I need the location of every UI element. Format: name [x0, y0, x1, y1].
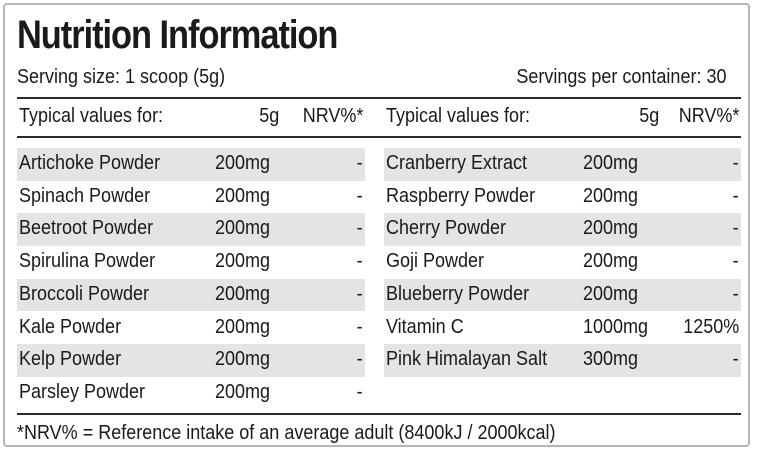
- ingredient-amount: 200mg: [583, 217, 639, 240]
- table-row: Cranberry Extract 200mg -: [384, 148, 741, 181]
- table-row: Blueberry Powder 200mg -: [384, 278, 741, 312]
- ingredient-nrv: -: [356, 184, 363, 207]
- ingredient-nrv: -: [356, 152, 363, 175]
- page-title: Nutrition Information: [17, 13, 338, 57]
- table-row: Kelp Powder 200mg -: [17, 344, 365, 377]
- ingredient-nrv: -: [732, 152, 739, 175]
- ingredient-nrv: -: [732, 250, 739, 273]
- header-nrv: NRV%*: [302, 105, 363, 127]
- table-row: Raspberry Powder 200mg -: [384, 181, 741, 214]
- table-header-right: Typical values for: 5g NRV%*: [384, 103, 741, 133]
- serving-size: Serving size: 1 scoop (5g): [17, 66, 226, 88]
- ingredient-nrv: -: [356, 250, 363, 273]
- header-nrv: NRV%*: [678, 105, 739, 127]
- table-row: Pink Himalayan Salt 300mg -: [384, 344, 741, 377]
- ingredient-nrv: -: [356, 348, 363, 371]
- ingredient-amount: 300mg: [583, 348, 639, 371]
- ingredient-nrv: -: [356, 315, 363, 338]
- ingredient-name: Parsley Powder: [19, 380, 146, 403]
- divider-header: [17, 136, 741, 138]
- ingredient-amount: 200mg: [215, 217, 271, 240]
- table-row: Spirulina Powder 200mg -: [17, 246, 365, 279]
- ingredient-amount: 200mg: [583, 152, 639, 175]
- ingredient-name: Broccoli Powder: [19, 282, 150, 305]
- ingredient-nrv: 1250%: [682, 315, 739, 338]
- ingredient-nrv: -: [356, 217, 363, 240]
- ingredient-nrv: -: [732, 282, 739, 305]
- ingredient-amount: 1000mg: [583, 315, 649, 338]
- ingredient-name: Cranberry Extract: [386, 152, 528, 175]
- table-row: Spinach Powder 200mg -: [17, 181, 365, 214]
- table-row: Broccoli Powder 200mg -: [17, 278, 365, 312]
- ingredient-amount: 200mg: [215, 250, 271, 273]
- table-header-left: Typical values for: 5g NRV%*: [17, 103, 365, 133]
- table-row: Artichoke Powder 200mg -: [17, 148, 365, 181]
- table-row: Beetroot Powder 200mg -: [17, 213, 365, 247]
- ingredient-amount: 200mg: [215, 315, 271, 338]
- header-typical-values: Typical values for:: [386, 105, 531, 127]
- header-amount: 5g: [258, 105, 279, 127]
- ingredient-amount: 200mg: [583, 250, 639, 273]
- ingredient-name: Kelp Powder: [19, 348, 122, 371]
- ingredient-nrv: -: [356, 282, 363, 305]
- table-rows-right: Cranberry Extract 200mg - Raspberry Powder 2…: [384, 148, 741, 377]
- ingredient-amount: 200mg: [583, 282, 639, 305]
- header-typical-values: Typical values for:: [19, 105, 164, 127]
- nrv-footnote: *NRV% = Reference intake of an average a…: [17, 422, 556, 444]
- nutrition-table-right: Typical values for: 5g NRV%* Cranberry E…: [384, 103, 741, 377]
- ingredient-name: Kale Powder: [19, 315, 122, 338]
- ingredient-name: Cherry Powder: [386, 217, 507, 240]
- table-row: Parsley Powder 200mg -: [17, 377, 365, 410]
- header-amount: 5g: [638, 105, 659, 127]
- ingredient-name: Pink Himalayan Salt: [386, 348, 548, 371]
- ingredient-nrv: -: [732, 217, 739, 240]
- table-row: Kale Powder 200mg -: [17, 312, 365, 345]
- table-row: Cherry Powder 200mg -: [384, 213, 741, 247]
- ingredient-amount: 200mg: [215, 380, 271, 403]
- ingredient-name: Spinach Powder: [19, 184, 151, 207]
- ingredient-amount: 200mg: [215, 184, 271, 207]
- ingredient-nrv: -: [732, 184, 739, 207]
- ingredient-nrv: -: [356, 380, 363, 403]
- nutrition-label-panel: Nutrition Information Serving size: 1 sc…: [3, 3, 750, 447]
- table-rows-left: Artichoke Powder 200mg - Spinach Powder 200m…: [17, 148, 365, 410]
- servings-per-container: Servings per container: 30: [515, 66, 726, 88]
- ingredient-amount: 200mg: [215, 282, 271, 305]
- ingredient-name: Beetroot Powder: [19, 217, 154, 240]
- table-row: Goji Powder 200mg -: [384, 246, 741, 279]
- divider-bottom: [17, 413, 741, 415]
- ingredient-nrv: -: [732, 348, 739, 371]
- table-row: Vitamin C 1000mg 1250%: [384, 312, 741, 345]
- divider-top: [17, 97, 741, 99]
- ingredient-name: Vitamin C: [386, 315, 464, 338]
- nutrition-table-left: Typical values for: 5g NRV%* Artichoke P…: [17, 103, 365, 403]
- ingredient-amount: 200mg: [583, 184, 639, 207]
- ingredient-name: Blueberry Powder: [386, 282, 530, 305]
- ingredient-amount: 200mg: [215, 152, 271, 175]
- ingredient-amount: 200mg: [215, 348, 271, 371]
- ingredient-name: Raspberry Powder: [386, 184, 536, 207]
- ingredient-name: Spirulina Powder: [19, 250, 156, 273]
- ingredient-name: Goji Powder: [386, 250, 485, 273]
- ingredient-name: Artichoke Powder: [19, 152, 161, 175]
